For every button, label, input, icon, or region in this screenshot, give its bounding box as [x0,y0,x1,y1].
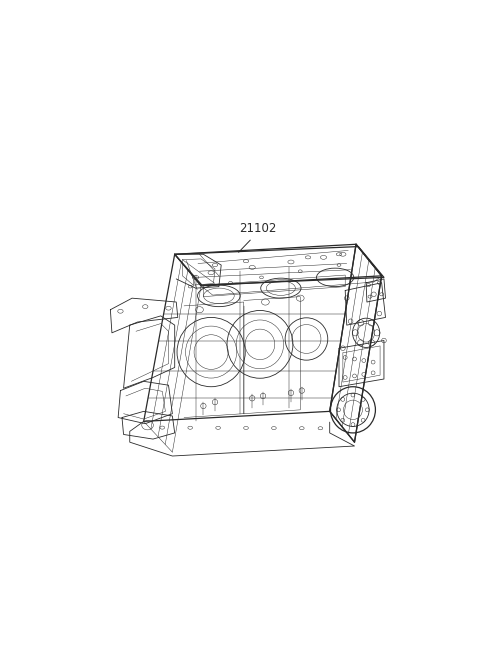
Text: 21102: 21102 [239,222,276,235]
